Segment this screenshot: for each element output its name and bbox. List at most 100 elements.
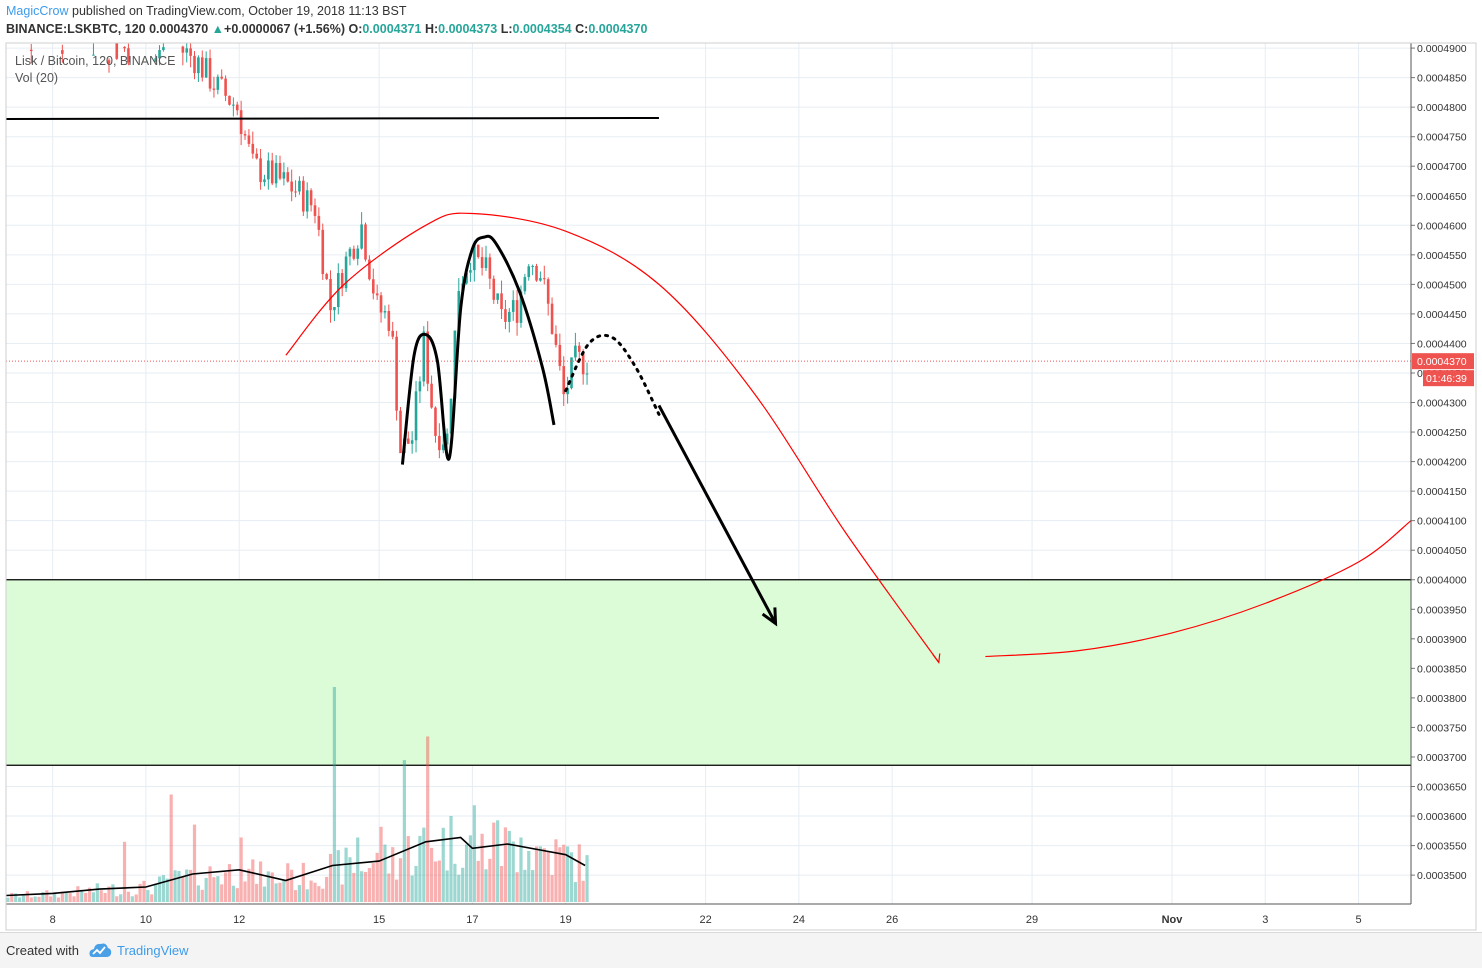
candle-body (61, 50, 64, 54)
close-label: C: (575, 22, 589, 36)
footer-brand[interactable]: TradingView (117, 943, 189, 958)
time-tick-label: 22 (699, 914, 711, 926)
candle-body (220, 76, 224, 79)
volume-bar (457, 874, 461, 902)
candle-body (399, 410, 402, 454)
volume-legend: Vol (20) (15, 71, 58, 85)
chart[interactable]: Lisk / Bitcoin, 120, BINANCE Vol (20) 0.… (0, 0, 1482, 932)
volume-bar (550, 875, 554, 902)
volume-bar (484, 869, 488, 902)
resistance-line (5, 116, 659, 120)
volume-bar (309, 880, 313, 902)
candle-body (577, 345, 581, 352)
axes: 0.0004900 0.0004850 0.0004800 0.0004750 0.00… (5, 42, 1477, 931)
publish-info: published on TradingView.com, October 19… (68, 4, 407, 18)
volume-bar (476, 860, 480, 902)
volume-bar (165, 878, 169, 902)
volume-bar (375, 852, 379, 902)
volume-bar (60, 891, 64, 902)
volume-bar (169, 794, 173, 902)
volume-bar (433, 861, 438, 902)
high-label: H: (424, 22, 439, 36)
candle-body (298, 180, 301, 192)
volume-bar (297, 885, 302, 902)
candle-body (274, 163, 278, 184)
change-arrow-triangle-up-icon: ▲ (211, 22, 225, 36)
volume-bar (492, 822, 496, 902)
volume-bar (344, 847, 348, 902)
author-link[interactable]: MagicCrow (6, 4, 69, 18)
volume-bar (130, 896, 134, 902)
candle-body (387, 311, 391, 331)
volume-bar (14, 893, 18, 902)
candle-body (309, 190, 313, 206)
price-tick-label: 0.0003650 (1417, 782, 1467, 794)
candle-body (418, 381, 422, 392)
candle-body (515, 300, 519, 323)
candle-body (476, 244, 480, 258)
low-value: 0.0004354 (512, 22, 572, 36)
candle-body (340, 273, 344, 289)
candle-body (360, 224, 363, 249)
candle-body (208, 58, 212, 89)
candle-body (395, 336, 398, 411)
candle-body (414, 391, 418, 441)
volume-bar (154, 883, 158, 902)
volume-bar (204, 877, 208, 902)
price-tick-label: 0.0004250 (1417, 427, 1467, 439)
candle-body (290, 181, 293, 192)
candle-body (406, 438, 410, 444)
time-tick-label: 5 (1355, 914, 1361, 926)
volume-bar (64, 892, 68, 902)
volume-bar (243, 881, 247, 902)
volume-bar (531, 870, 535, 902)
candle-body (484, 257, 488, 268)
volume-bar (111, 884, 115, 902)
candle-body (294, 191, 297, 193)
volume-bar (84, 892, 88, 902)
candle-body (344, 256, 348, 289)
price-tick-label: 0.0003700 (1417, 752, 1467, 764)
candle-body (535, 265, 538, 281)
price-tick-label: 0.0003750 (1417, 722, 1467, 734)
candle-body (375, 293, 379, 296)
volume-bar (150, 894, 154, 902)
volume-bar (328, 853, 333, 902)
volume-bar (181, 877, 185, 902)
volume-bar (562, 844, 566, 902)
candle-body (263, 179, 266, 183)
candle-body (247, 135, 251, 144)
price-tick-label: 0.0004900 (1417, 43, 1467, 55)
tradingview-cloud-icon[interactable] (88, 941, 112, 959)
volume-bar (336, 850, 340, 902)
high-value: 0.0004373 (438, 22, 498, 36)
candle-body (527, 266, 531, 278)
price-tick-label: 0.0004500 (1417, 279, 1467, 291)
price-tick-label: 0.0004000 (1417, 575, 1467, 587)
candle-body (302, 180, 305, 212)
volume-bar (422, 827, 426, 902)
volume-bar (472, 805, 476, 902)
volume-bar (189, 869, 193, 902)
time-tick-label: 24 (793, 914, 805, 926)
series-legend: Lisk / Bitcoin, 120, BINANCE (15, 54, 175, 68)
volume-bar (138, 883, 142, 902)
candle-body (321, 229, 325, 275)
volume-bar (278, 882, 282, 902)
candle-body (457, 291, 461, 331)
volume-bar (410, 875, 414, 902)
candle-body (441, 444, 445, 451)
down-arrow-shaft (657, 404, 777, 625)
candle-body (379, 295, 383, 313)
time-tick-label: 17 (466, 914, 478, 926)
volume-bar (21, 895, 26, 902)
volume-bar (107, 886, 111, 902)
volume-bar (95, 883, 99, 902)
volume-bar (414, 865, 418, 902)
candle-body (504, 309, 507, 322)
volume-bar (437, 860, 441, 902)
volume-bar (270, 872, 274, 902)
volume-bar (566, 846, 570, 902)
candle-body (558, 344, 562, 367)
candle-body (523, 277, 527, 292)
